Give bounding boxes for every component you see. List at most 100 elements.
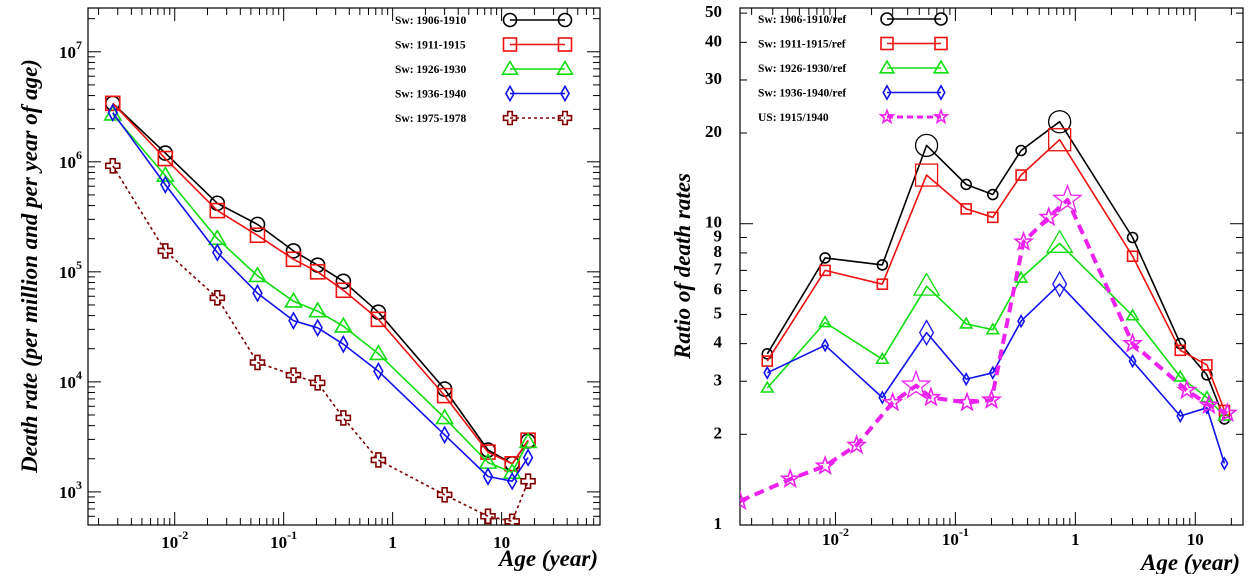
- data-point: [980, 388, 1003, 410]
- legend-label: Sw: 1936-1940/ref: [758, 88, 846, 100]
- data-point: [882, 391, 904, 412]
- data-point: [985, 322, 1000, 335]
- data-point: [104, 157, 121, 174]
- x-tick-label: 10-2: [161, 528, 188, 552]
- data-point: [285, 243, 302, 259]
- y-tick-label: 5: [714, 303, 723, 322]
- data-point: [920, 386, 942, 407]
- data-point: [1216, 402, 1238, 423]
- death-rate-chart: 10-2 10-1 1 10 103 104 105 106 107 Age (year) Deat…: [17, 7, 601, 571]
- y-tick-label: 106: [59, 148, 82, 172]
- plot-frame: [739, 7, 1244, 526]
- data-point: [107, 103, 119, 122]
- y-tick-label: 105: [59, 258, 82, 282]
- data-point: [502, 462, 522, 479]
- data-point: [312, 318, 323, 338]
- y-tick-label: 10: [705, 213, 722, 232]
- data-point: [1220, 456, 1229, 471]
- data-point: [1121, 332, 1144, 353]
- data-point: [876, 278, 889, 290]
- data-point: [288, 311, 299, 330]
- legend-marker: [502, 37, 518, 52]
- data-point: [1038, 206, 1060, 227]
- series-sw-1926-1930: [103, 104, 538, 479]
- data-point: [779, 467, 801, 489]
- legend-label: Sw: 1911-1915: [395, 40, 466, 52]
- data-point: [249, 216, 266, 233]
- data-point: [1198, 393, 1220, 415]
- data-point: [436, 387, 453, 404]
- axis-ticks: [740, 8, 1243, 526]
- data-point: [504, 455, 520, 472]
- data-point: [338, 334, 349, 354]
- legend-label: Sw: 1906-1910: [395, 15, 466, 27]
- y-tick-label: 103: [59, 478, 82, 502]
- y-tick-label: 1: [714, 514, 723, 533]
- data-point: [209, 202, 226, 219]
- series-us-1915-1940: [740, 183, 1238, 511]
- legend-marker: [557, 12, 573, 28]
- data-point: [284, 291, 303, 308]
- series-line: [112, 113, 529, 474]
- data-point: [439, 425, 450, 445]
- data-point: [104, 95, 121, 112]
- data-point: [900, 369, 932, 399]
- data-point: [1174, 344, 1187, 357]
- y-tick-label: 8: [714, 242, 723, 261]
- data-point: [1201, 359, 1213, 371]
- data-point: [988, 365, 997, 380]
- data-point: [1217, 408, 1232, 421]
- data-point: [309, 375, 326, 391]
- series-sw-1975-1978: [104, 157, 536, 525]
- y-tick-label: 6: [714, 280, 723, 299]
- y-tick-label: 50: [705, 2, 722, 21]
- data-point: [335, 410, 352, 426]
- y-axis-title: Death rate (per million and per year of …: [17, 59, 42, 474]
- x-tick-label: 10-1: [942, 525, 969, 549]
- y-tick-label: 107: [59, 38, 82, 62]
- legend-marker: [557, 110, 573, 126]
- data-point: [157, 150, 174, 167]
- data-point: [1052, 183, 1083, 213]
- data-point: [1176, 408, 1185, 424]
- y-tick-label: 30: [705, 69, 722, 88]
- legend-marker: [878, 59, 896, 74]
- y-tick-label: 7: [714, 259, 723, 278]
- data-point: [370, 311, 387, 328]
- x-tick-label: 10: [1187, 530, 1204, 549]
- data-point: [821, 338, 830, 353]
- series-line: [112, 102, 529, 465]
- data-point: [912, 272, 941, 296]
- data-point: [435, 408, 455, 425]
- legend-label: Sw: 1936-1940: [395, 89, 466, 101]
- data-point: [480, 508, 496, 525]
- series-sw-1926-1930-ref: [760, 229, 1232, 421]
- data-point: [480, 444, 496, 460]
- legend-label: US: 1915/1940: [758, 112, 829, 124]
- data-point: [817, 315, 833, 328]
- series-sw-1911-1915: [104, 95, 536, 472]
- data-point: [960, 203, 972, 215]
- legend-marker: [502, 12, 518, 28]
- data-point: [335, 282, 352, 299]
- data-point: [1047, 110, 1072, 134]
- data-point: [914, 163, 939, 187]
- data-point: [308, 301, 328, 318]
- data-point: [878, 390, 887, 405]
- y-tick-label: 40: [705, 31, 722, 50]
- data-point: [1017, 313, 1026, 329]
- legend-marker: [502, 110, 518, 126]
- series-sw-1911-1915-ref: [761, 128, 1231, 417]
- data-point: [252, 283, 263, 303]
- data-point: [1045, 229, 1074, 253]
- data-point: [1012, 230, 1035, 251]
- y-tick-label: 2: [714, 423, 723, 442]
- legend-label: Sw: 1926-1930/ref: [758, 63, 846, 75]
- data-point: [1128, 353, 1137, 369]
- x-axis-title: Age (year): [1139, 550, 1240, 574]
- x-tick-label: 10-2: [822, 525, 849, 549]
- data-point: [155, 165, 175, 182]
- series-sw-1906-1910: [104, 95, 536, 472]
